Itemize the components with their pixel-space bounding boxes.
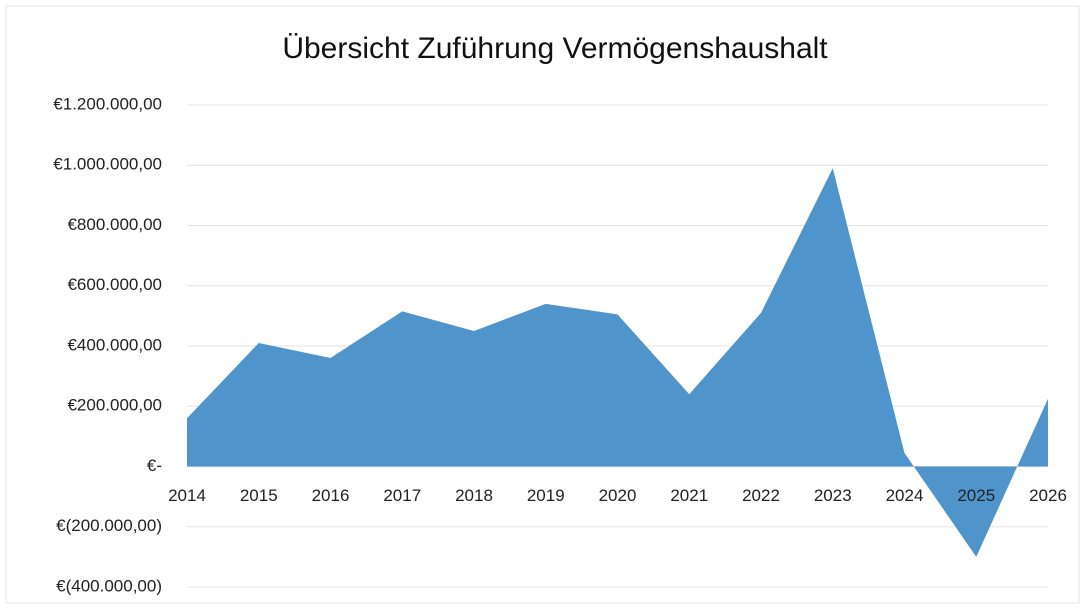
x-tick-label: 2016 [312, 486, 350, 505]
y-tick-label: €(200.000,00) [56, 516, 162, 535]
chart-frame [5, 5, 1080, 604]
y-tick-label: €- [147, 456, 162, 475]
x-tick-label: 2026 [1029, 486, 1067, 505]
chart-title: Übersicht Zuführung Vermögenshaushalt [282, 32, 828, 65]
y-tick-label: €(400.000,00) [56, 576, 162, 595]
x-tick-label: 2018 [455, 486, 493, 505]
x-tick-label: 2025 [957, 486, 995, 505]
y-tick-label: €1.200.000,00 [53, 94, 162, 113]
x-tick-label: 2015 [240, 486, 278, 505]
y-tick-label: €200.000,00 [67, 396, 162, 415]
x-tick-label: 2020 [599, 486, 637, 505]
area [187, 168, 1048, 557]
x-tick-label: 2023 [814, 486, 852, 505]
y-tick-label: €600.000,00 [67, 275, 162, 294]
y-tick-label: €400.000,00 [67, 335, 162, 354]
x-tick-label: 2022 [742, 486, 780, 505]
x-tick-label: 2019 [527, 486, 565, 505]
x-tick-label: 2017 [383, 486, 421, 505]
y-tick-label: €1.000.000,00 [53, 155, 162, 174]
y-tick-label: €800.000,00 [67, 215, 162, 234]
x-tick-label: 2014 [168, 486, 206, 505]
x-tick-label: 2021 [670, 486, 708, 505]
x-tick-label: 2024 [886, 486, 924, 505]
